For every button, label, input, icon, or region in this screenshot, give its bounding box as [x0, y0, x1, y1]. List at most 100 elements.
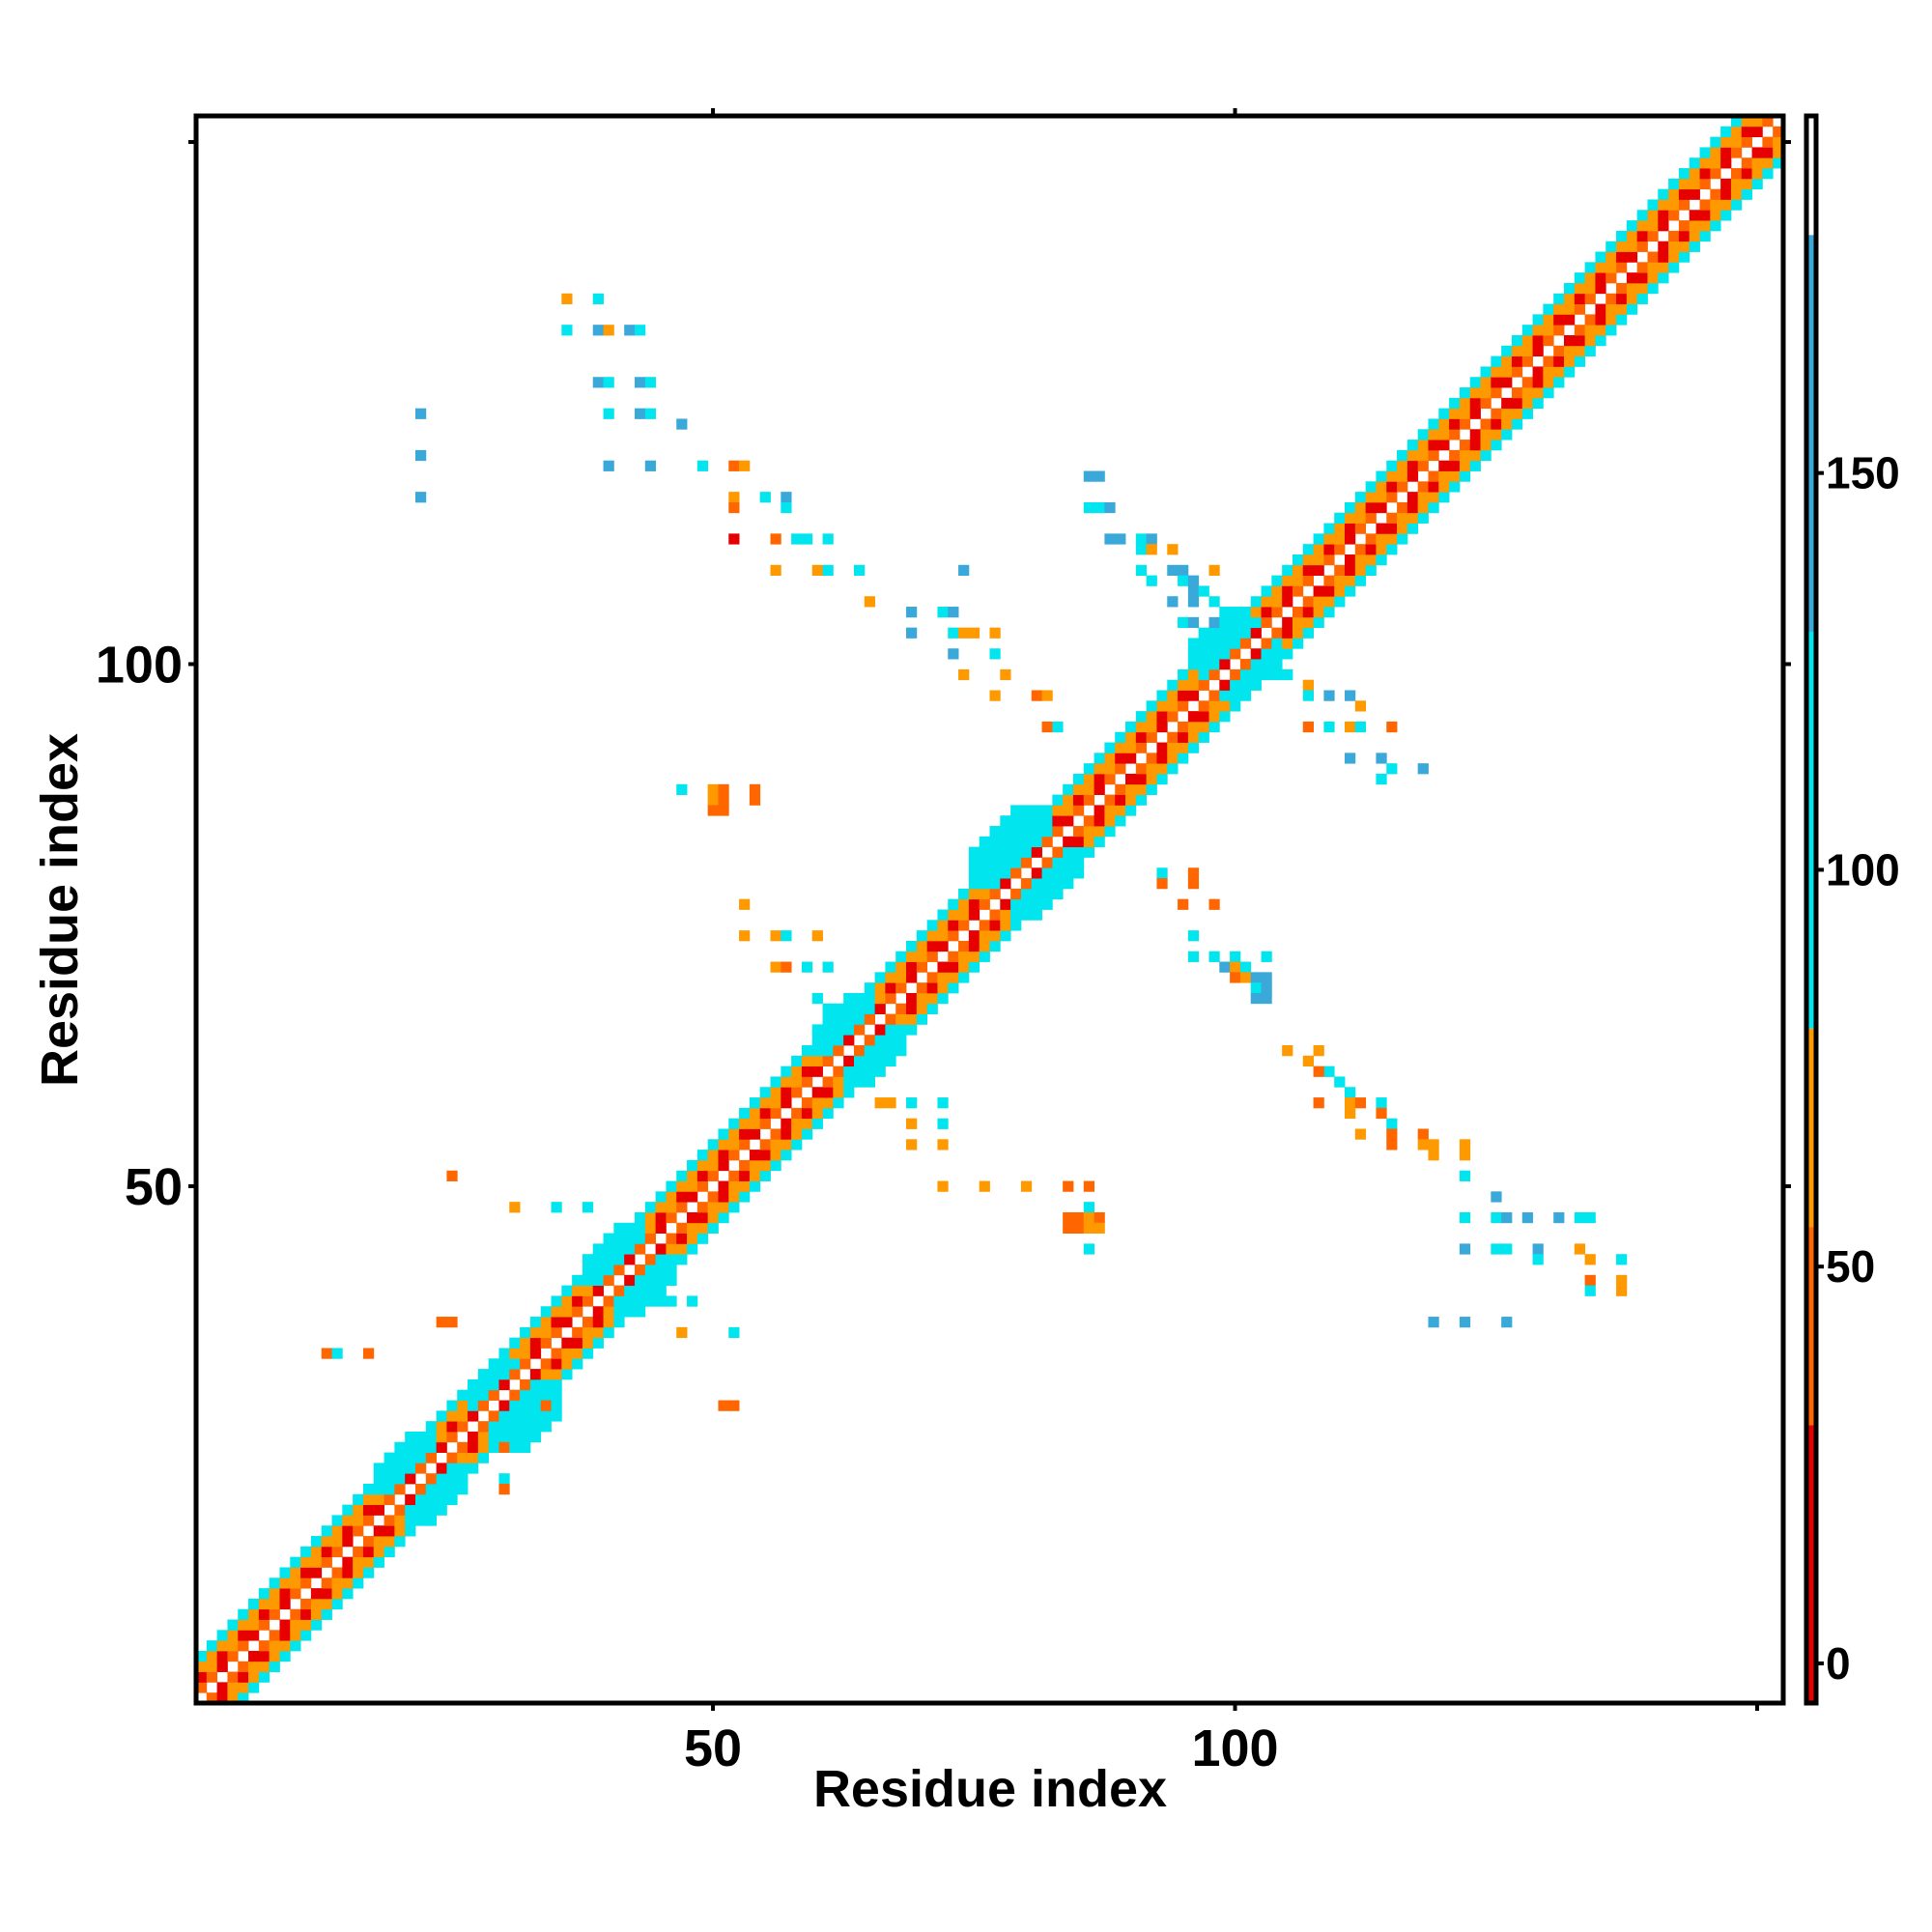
- heatmap-cell: [1730, 116, 1743, 128]
- heatmap-cell: [728, 1202, 740, 1213]
- heatmap-cell: [1041, 805, 1053, 816]
- heatmap-cell: [739, 898, 751, 910]
- heatmap-cell: [1773, 136, 1784, 148]
- heatmap-cell: [885, 992, 896, 1005]
- heatmap-cell: [269, 1598, 280, 1610]
- heatmap-cell: [1208, 721, 1220, 733]
- heatmap-cell: [258, 1619, 270, 1631]
- heatmap-cell: [728, 1118, 740, 1129]
- heatmap-cell: [948, 627, 959, 639]
- heatmap-cell: [572, 1358, 583, 1370]
- heatmap-cell: [529, 1410, 542, 1422]
- heatmap-cell: [1636, 230, 1648, 242]
- heatmap-cell: [739, 1139, 751, 1151]
- heatmap-cell: [1020, 898, 1033, 910]
- heatmap-cell: [1271, 575, 1283, 586]
- heatmap-cell: [696, 1159, 709, 1172]
- heatmap-cell: [300, 1567, 312, 1578]
- heatmap-cell: [1491, 1243, 1502, 1255]
- heatmap-cell: [937, 982, 949, 994]
- heatmap-cell: [227, 1650, 239, 1662]
- heatmap-cell: [1459, 387, 1471, 399]
- heatmap-cell: [1313, 564, 1324, 577]
- heatmap-cell: [1730, 199, 1743, 211]
- heatmap-cell: [582, 1285, 594, 1296]
- heatmap-cell: [572, 1306, 583, 1318]
- heatmap-cell: [1146, 731, 1157, 743]
- heatmap-cell: [509, 1337, 521, 1349]
- heatmap-cell: [1178, 700, 1189, 712]
- heatmap-cell: [739, 1107, 751, 1120]
- heatmap-cell: [1261, 638, 1272, 649]
- heatmap-cell: [353, 1546, 364, 1558]
- heatmap-cell: [791, 1107, 803, 1120]
- heatmap-cell: [1178, 753, 1189, 764]
- heatmap-cell: [373, 1546, 384, 1558]
- heatmap-cell: [749, 783, 761, 795]
- heatmap-cell: [1574, 345, 1586, 357]
- heatmap-cell: [227, 1619, 239, 1631]
- heatmap-cell: [488, 1441, 499, 1453]
- heatmap-cell: [540, 1358, 552, 1370]
- heatmap-cell: [1386, 1118, 1398, 1129]
- heatmap-cell: [1135, 742, 1148, 753]
- heatmap-cell: [1428, 481, 1439, 493]
- heatmap-cell: [1491, 1191, 1502, 1203]
- heatmap-cell: [196, 1650, 208, 1662]
- heatmap-cell: [414, 1441, 427, 1453]
- heatmap-cell: [1041, 888, 1053, 900]
- heatmap-cell: [1438, 460, 1450, 471]
- heatmap-cell: [958, 951, 970, 962]
- heatmap-cell: [1167, 742, 1179, 753]
- heatmap-cell: [603, 1254, 614, 1265]
- heatmap-cell: [979, 1180, 990, 1192]
- heatmap-cell: [948, 607, 959, 618]
- heatmap-cell: [1741, 116, 1752, 128]
- heatmap-cell: [572, 1337, 583, 1349]
- heatmap-cell: [1271, 607, 1283, 618]
- heatmap-cell: [759, 1139, 771, 1151]
- heatmap-cell: [1751, 157, 1763, 169]
- heatmap-cell: [1605, 262, 1617, 273]
- heatmap-cell: [958, 920, 970, 931]
- heatmap-cell: [1261, 616, 1272, 629]
- heatmap-cell: [529, 1400, 542, 1411]
- heatmap-cell: [1532, 345, 1544, 357]
- heatmap-cell: [248, 1661, 260, 1672]
- colorbar-tick-label: 100: [1826, 844, 1900, 895]
- heatmap-cell: [989, 878, 1001, 890]
- heatmap-cell: [634, 377, 646, 388]
- heatmap-cell: [362, 1536, 375, 1548]
- heatmap-cell: [1397, 449, 1408, 462]
- heatmap-cell: [874, 1003, 886, 1014]
- heatmap-cell: [1072, 783, 1085, 795]
- heatmap-cell: [1000, 930, 1011, 942]
- heatmap-cell: [446, 1484, 458, 1495]
- heatmap-cell: [1345, 512, 1356, 524]
- heatmap-cell: [394, 1441, 406, 1453]
- heatmap-cell: [1146, 711, 1157, 723]
- heatmap-cell: [290, 1588, 301, 1600]
- heatmap-cell: [1720, 188, 1732, 200]
- heatmap-cell: [1584, 334, 1596, 347]
- heatmap-cell: [655, 1243, 667, 1255]
- heatmap-cell: [676, 1254, 688, 1265]
- heatmap-cell: [582, 1202, 594, 1213]
- heatmap-cell: [362, 1493, 375, 1506]
- heatmap-cell: [1658, 188, 1669, 200]
- heatmap-cell: [801, 1128, 813, 1140]
- heatmap-cell: [384, 1484, 395, 1495]
- heatmap-cell: [1010, 846, 1022, 858]
- heatmap-cell: [1386, 763, 1398, 775]
- heatmap-cell: [1532, 1243, 1544, 1255]
- heatmap-cell: [1501, 355, 1513, 367]
- heatmap-cell: [1543, 334, 1554, 347]
- heatmap-cell: [1167, 711, 1179, 723]
- heatmap-cell: [1376, 1107, 1387, 1120]
- heatmap-cell: [1208, 616, 1220, 629]
- heatmap-cell: [1689, 220, 1700, 232]
- heatmap-cell: [1063, 1222, 1074, 1234]
- heatmap-cell: [1187, 690, 1200, 701]
- heatmap-cell: [1208, 638, 1220, 649]
- heatmap-cell: [384, 1463, 395, 1474]
